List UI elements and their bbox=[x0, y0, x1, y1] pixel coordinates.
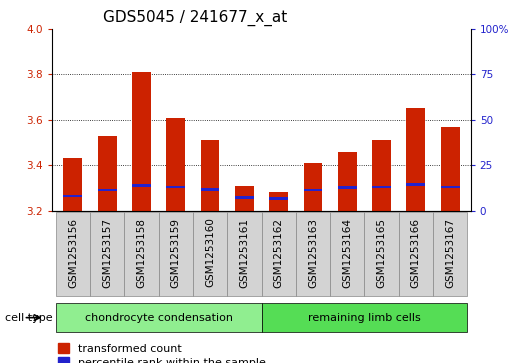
FancyBboxPatch shape bbox=[90, 212, 124, 296]
Text: GSM1253167: GSM1253167 bbox=[445, 217, 455, 287]
Bar bbox=[63, 158, 82, 211]
FancyBboxPatch shape bbox=[433, 212, 467, 296]
FancyBboxPatch shape bbox=[330, 212, 365, 296]
FancyBboxPatch shape bbox=[296, 212, 330, 296]
FancyBboxPatch shape bbox=[56, 303, 262, 333]
Bar bbox=[235, 196, 254, 199]
Text: GSM1253160: GSM1253160 bbox=[205, 217, 215, 287]
Bar bbox=[338, 186, 357, 189]
FancyBboxPatch shape bbox=[262, 212, 296, 296]
Text: GSM1253165: GSM1253165 bbox=[377, 217, 386, 287]
FancyBboxPatch shape bbox=[124, 212, 158, 296]
Bar bbox=[406, 109, 425, 211]
Bar bbox=[441, 185, 460, 188]
Bar bbox=[338, 152, 357, 211]
Text: chondrocyte condensation: chondrocyte condensation bbox=[85, 313, 233, 323]
Bar bbox=[166, 118, 185, 211]
Text: GSM1253159: GSM1253159 bbox=[171, 217, 181, 287]
FancyBboxPatch shape bbox=[262, 303, 467, 333]
Bar bbox=[303, 188, 322, 191]
Bar bbox=[63, 195, 82, 197]
Bar bbox=[98, 188, 117, 191]
Text: GSM1253163: GSM1253163 bbox=[308, 217, 318, 287]
Legend: transformed count, percentile rank within the sample: transformed count, percentile rank withi… bbox=[58, 343, 266, 363]
Bar bbox=[132, 184, 151, 187]
Text: GSM1253157: GSM1253157 bbox=[102, 217, 112, 287]
Bar bbox=[303, 163, 322, 211]
Bar bbox=[441, 127, 460, 211]
Text: GSM1253162: GSM1253162 bbox=[274, 217, 283, 287]
Text: GSM1253158: GSM1253158 bbox=[137, 217, 146, 287]
FancyBboxPatch shape bbox=[158, 212, 193, 296]
FancyBboxPatch shape bbox=[365, 212, 399, 296]
Bar bbox=[201, 140, 220, 211]
Bar bbox=[132, 72, 151, 211]
Text: GSM1253164: GSM1253164 bbox=[342, 217, 352, 287]
Bar bbox=[201, 188, 220, 191]
Text: GDS5045 / 241677_x_at: GDS5045 / 241677_x_at bbox=[103, 10, 287, 26]
FancyBboxPatch shape bbox=[227, 212, 262, 296]
Bar bbox=[166, 185, 185, 188]
Bar bbox=[235, 185, 254, 211]
FancyBboxPatch shape bbox=[56, 212, 90, 296]
Text: cell type: cell type bbox=[5, 313, 53, 323]
FancyBboxPatch shape bbox=[399, 212, 433, 296]
Text: remaining limb cells: remaining limb cells bbox=[308, 313, 421, 323]
Bar bbox=[269, 192, 288, 211]
Bar bbox=[98, 136, 117, 211]
Bar bbox=[372, 185, 391, 188]
Bar bbox=[406, 183, 425, 186]
Bar bbox=[269, 197, 288, 200]
Bar bbox=[372, 140, 391, 211]
Text: GSM1253156: GSM1253156 bbox=[68, 217, 78, 287]
FancyBboxPatch shape bbox=[193, 212, 227, 296]
Text: GSM1253161: GSM1253161 bbox=[240, 217, 249, 287]
Text: GSM1253166: GSM1253166 bbox=[411, 217, 421, 287]
